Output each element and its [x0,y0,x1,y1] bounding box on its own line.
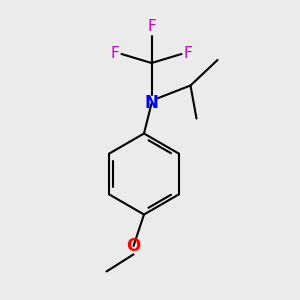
Text: O: O [126,237,141,255]
Text: N: N [145,94,158,112]
Text: F: F [147,19,156,34]
Text: F: F [184,46,193,62]
Text: F: F [110,46,119,62]
